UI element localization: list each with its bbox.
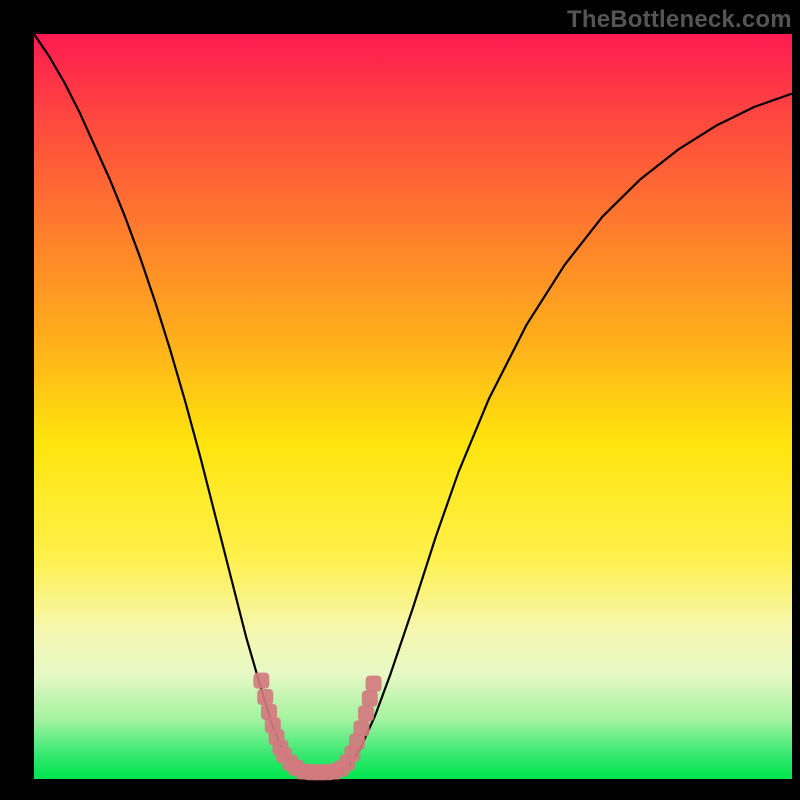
plot-area xyxy=(34,34,792,779)
watermark-text: TheBottleneck.com xyxy=(567,6,792,34)
chart-frame: TheBottleneck.com xyxy=(0,0,800,800)
